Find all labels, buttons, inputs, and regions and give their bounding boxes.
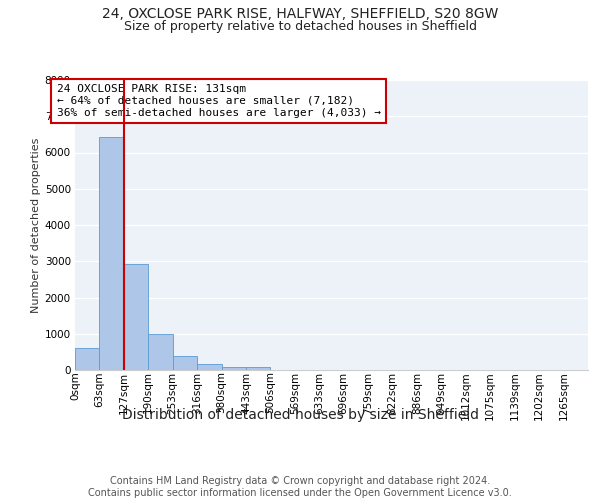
Bar	[100, 137, 124, 370]
Bar	[124, 264, 148, 370]
Text: 24, OXCLOSE PARK RISE, HALFWAY, SHEFFIELD, S20 8GW: 24, OXCLOSE PARK RISE, HALFWAY, SHEFFIEL…	[102, 8, 498, 22]
Bar	[197, 364, 221, 370]
Text: Contains HM Land Registry data © Crown copyright and database right 2024.
Contai: Contains HM Land Registry data © Crown c…	[88, 476, 512, 498]
Bar	[246, 368, 271, 370]
Bar	[148, 334, 173, 370]
Text: Size of property relative to detached houses in Sheffield: Size of property relative to detached ho…	[124, 20, 476, 33]
Bar	[173, 356, 197, 370]
Y-axis label: Number of detached properties: Number of detached properties	[31, 138, 41, 312]
Bar	[75, 348, 100, 370]
Bar	[221, 366, 246, 370]
Text: 24 OXCLOSE PARK RISE: 131sqm
← 64% of detached houses are smaller (7,182)
36% of: 24 OXCLOSE PARK RISE: 131sqm ← 64% of de…	[56, 84, 380, 117]
Text: Distribution of detached houses by size in Sheffield: Distribution of detached houses by size …	[121, 408, 479, 422]
